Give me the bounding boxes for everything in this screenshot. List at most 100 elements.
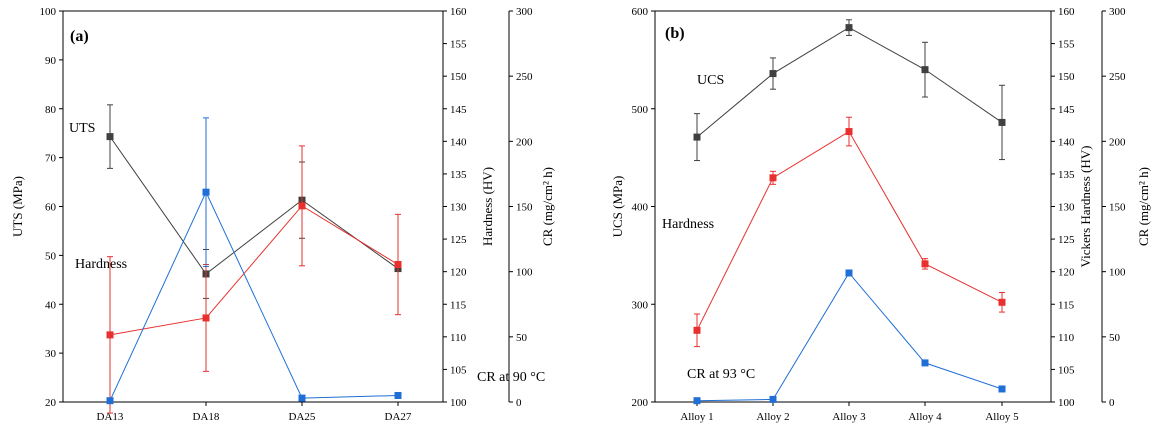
series-hardness <box>693 116 1006 348</box>
hardness-axis-tick-label: 105 <box>450 364 467 376</box>
annotation-label: UCS <box>697 73 724 88</box>
left-axis-tick-label: 50 <box>45 250 57 262</box>
cr-axis-tick-label: 250 <box>516 71 533 83</box>
cr-axis-tick-label: 50 <box>516 332 528 344</box>
panel-label: (b) <box>665 25 685 42</box>
data-point <box>845 269 853 277</box>
data-point <box>202 188 210 196</box>
data-point <box>106 331 114 339</box>
left-axis-tick-label: 20 <box>45 397 57 409</box>
left-axis-tick-label: 500 <box>632 104 649 116</box>
data-point <box>845 128 853 136</box>
data-point <box>769 174 777 182</box>
left-axis-tick-label: 30 <box>45 348 57 360</box>
x-axis-tick-label: Alloy 1 <box>680 411 713 423</box>
left-axis-tick-label: 400 <box>632 202 649 214</box>
left-axis-label: UCS (MPa) <box>610 176 625 238</box>
cr-axis-tick-label: 0 <box>1109 397 1115 409</box>
x-axis-tick-label: DA27 <box>385 411 412 423</box>
series-line <box>109 190 399 401</box>
data-point <box>693 326 701 334</box>
hardness-axis-tick-label: 155 <box>1058 39 1075 51</box>
hardness-axis-tick-label: 150 <box>1058 71 1075 83</box>
left-axis-tick-label: 100 <box>40 6 57 18</box>
hardness-axis-tick-label: 115 <box>1058 299 1075 311</box>
left-axis-tick-label: 60 <box>45 202 57 214</box>
hardness-axis-tick-label: 120 <box>450 267 467 279</box>
hardness-axis-tick-label: 110 <box>1058 332 1075 344</box>
cr-axis-tick-label: 150 <box>1109 202 1126 214</box>
data-point <box>921 260 929 268</box>
hardness-axis-tick-label: 135 <box>450 169 467 181</box>
data-point <box>845 24 853 32</box>
left-axis-tick-label: 80 <box>45 104 57 116</box>
hardness-axis-tick-label: 155 <box>450 39 467 51</box>
cr-axis-tick-label: 100 <box>1109 267 1126 279</box>
cr-axis-tick-label: 0 <box>516 397 522 409</box>
data-point <box>693 133 701 141</box>
x-axis-tick-label: DA13 <box>97 411 124 423</box>
hardness-axis-tick-label: 130 <box>1058 202 1075 214</box>
left-axis-tick-label: 200 <box>632 397 649 409</box>
plot-frame <box>654 10 1052 403</box>
x-axis-tick-label: Alloy 3 <box>832 411 866 423</box>
plot-frame <box>62 10 444 403</box>
cr-axis-tick-label: 300 <box>1109 6 1126 18</box>
annotation-label: CR at 93 °C <box>687 367 755 382</box>
series-line <box>109 136 399 275</box>
hardness-axis-tick-label: 140 <box>450 136 467 148</box>
data-point <box>298 202 306 210</box>
cr-axis-tick-label: 300 <box>516 6 533 18</box>
left-axis-tick-label: 40 <box>45 299 57 311</box>
cr-axis-tick-label: 250 <box>1109 71 1126 83</box>
cr-axis-tick-label: 150 <box>516 202 533 214</box>
series-cr-at-90-c <box>106 117 402 405</box>
series-cr-at-93-c <box>693 269 1006 405</box>
hardness-axis-tick-label: 150 <box>450 71 467 83</box>
x-axis-tick-label: Alloy 5 <box>985 411 1019 423</box>
data-point <box>998 118 1006 126</box>
x-axis-tick-label: DA18 <box>193 411 220 423</box>
cr-axis-label: CR (mg/cm² h) <box>1136 167 1151 246</box>
x-axis-tick-label: Alloy 2 <box>756 411 789 423</box>
data-point <box>769 395 777 403</box>
hardness-axis-tick-label: 160 <box>1058 6 1075 18</box>
data-point <box>769 70 777 78</box>
data-point <box>921 66 929 74</box>
hardness-axis-label: Vickers Hardness (HV) <box>1078 146 1093 268</box>
hardness-axis-tick-label: 120 <box>1058 267 1075 279</box>
hardness-axis-tick-label: 125 <box>450 234 467 246</box>
hardness-axis-tick-label: 105 <box>1058 364 1075 376</box>
left-axis-tick-label: 300 <box>632 299 649 311</box>
series-ucs <box>693 19 1006 162</box>
hardness-axis-tick-label: 115 <box>450 299 467 311</box>
cr-axis-label: CR (mg/cm² h) <box>540 167 555 246</box>
series-line <box>696 130 1003 331</box>
data-point <box>693 397 701 405</box>
data-point <box>921 359 929 367</box>
panel-label: (a) <box>70 28 89 45</box>
left-axis-tick-label: 600 <box>632 6 649 18</box>
data-point <box>106 397 114 405</box>
annotation-label: Hardness <box>75 257 127 272</box>
data-point <box>106 133 114 141</box>
data-point <box>998 385 1006 393</box>
hardness-axis-tick-label: 100 <box>1058 397 1075 409</box>
cr-axis-tick-label: 100 <box>516 267 533 279</box>
hardness-axis-tick-label: 145 <box>450 104 467 116</box>
data-point <box>998 298 1006 306</box>
cr-axis-tick-label: 50 <box>1109 332 1121 344</box>
hardness-axis-tick-label: 130 <box>450 202 467 214</box>
data-point <box>394 391 402 399</box>
annotation-label: CR at 90 °C <box>477 370 545 385</box>
x-axis-tick-label: Alloy 4 <box>908 411 942 423</box>
series-hardness <box>106 145 402 414</box>
annotation-label: UTS <box>69 121 95 136</box>
annotation-label: Hardness <box>662 217 714 232</box>
hardness-axis-tick-label: 125 <box>1058 234 1075 246</box>
cr-axis-tick-label: 200 <box>1109 136 1126 148</box>
left-axis-tick-label: 90 <box>45 55 57 67</box>
data-point <box>202 314 210 322</box>
hardness-axis-tick-label: 110 <box>450 332 467 344</box>
